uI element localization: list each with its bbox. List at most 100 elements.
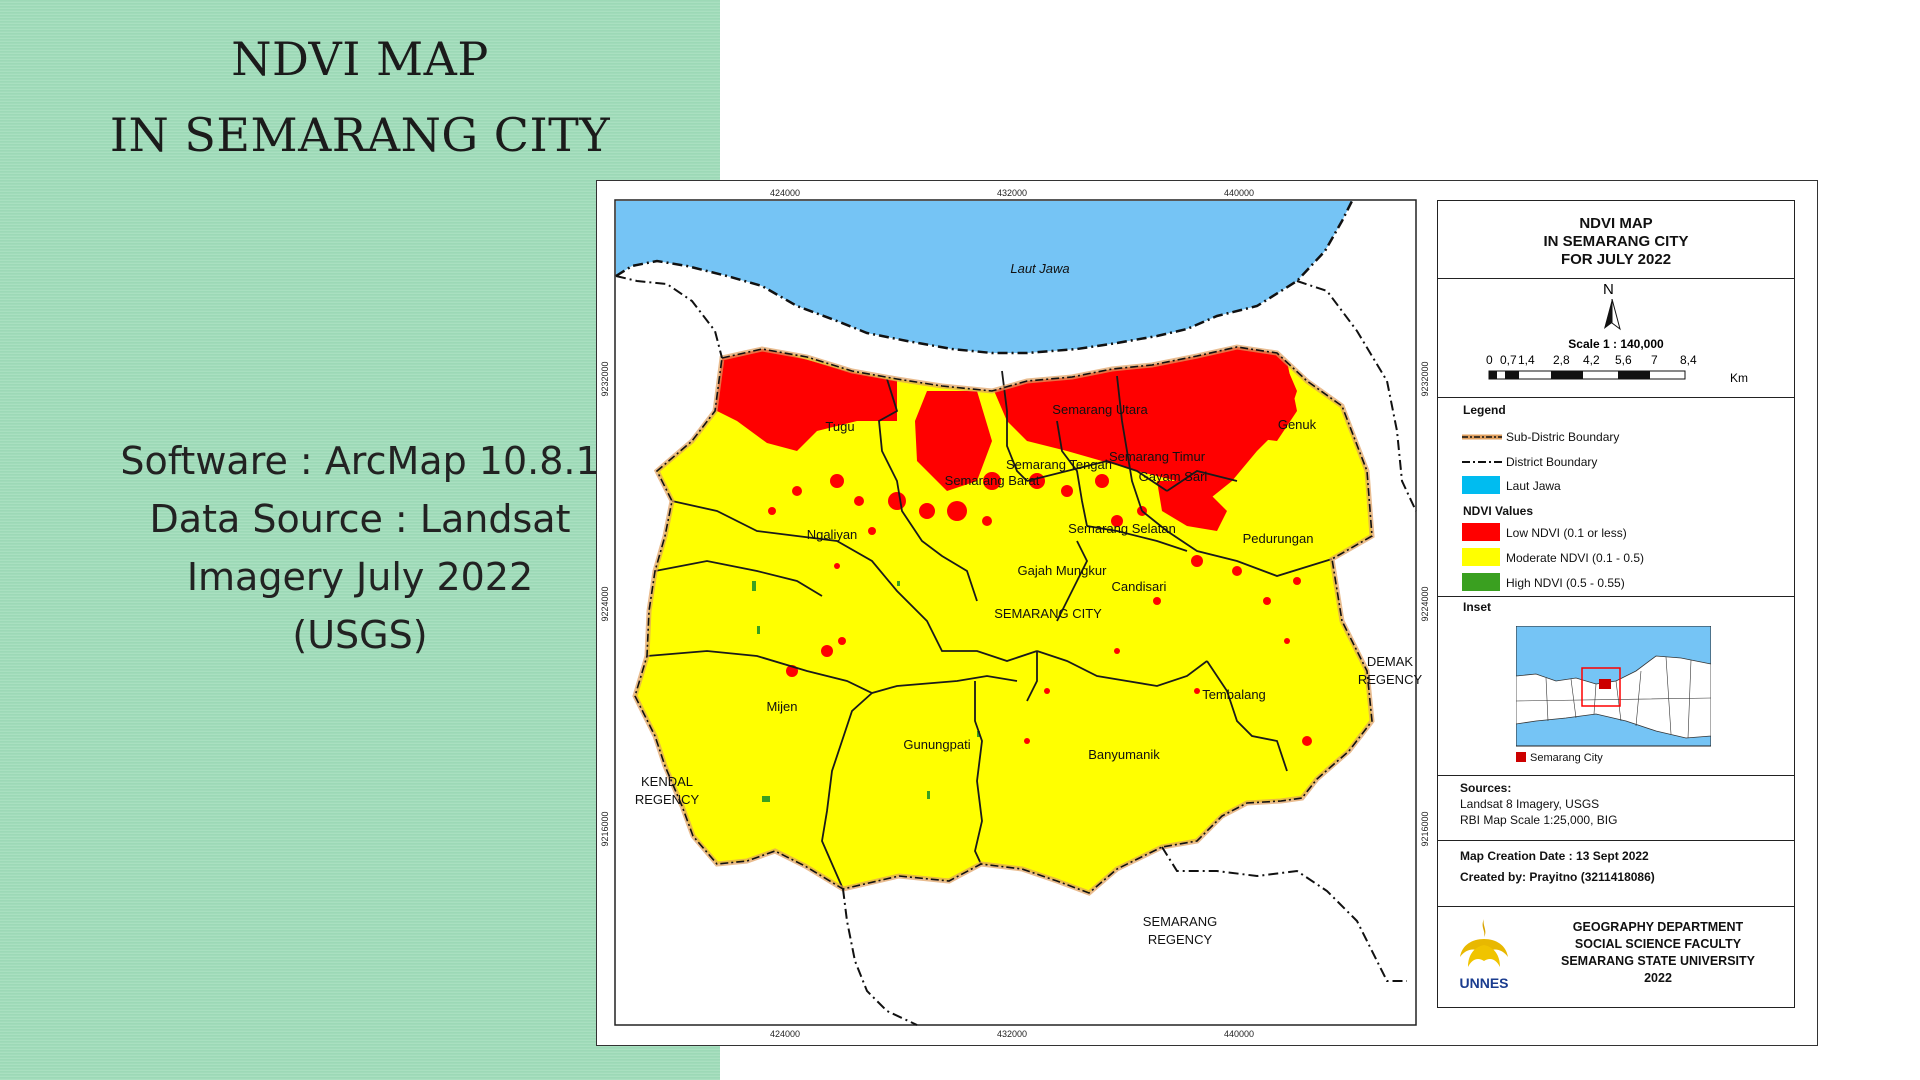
regency-label: DEMAK bbox=[1367, 654, 1414, 669]
sub-district-boundary-symbol bbox=[1462, 434, 1502, 440]
institution-box: UNNES GEOGRAPHY DEPARTMENT SOCIAL SCIENC… bbox=[1437, 906, 1795, 1008]
district-boundary-symbol bbox=[1462, 461, 1502, 463]
district-label: Pedurungan bbox=[1243, 531, 1314, 546]
scale-tick: 5,6 bbox=[1615, 353, 1632, 367]
district-boundaries bbox=[646, 370, 1333, 890]
panel-title-line2: IN SEMARANG CITY bbox=[1543, 233, 1689, 250]
bottom-tick: 432000 bbox=[997, 1029, 1027, 1039]
city-label: SEMARANG CITY bbox=[994, 606, 1102, 621]
creation-date: Map Creation Date : 13 Sept 2022 bbox=[1460, 849, 1649, 863]
institution-line: GEOGRAPHY DEPARTMENT bbox=[1572, 920, 1744, 934]
inset-box: Inset Semarang City bbox=[1437, 596, 1795, 776]
scale-label: Scale 1 : 140,000 bbox=[1568, 337, 1664, 351]
ndvi-title: NDVI Values bbox=[1463, 504, 1534, 518]
district-label: Tugu bbox=[825, 419, 854, 434]
district-label: Tembalang bbox=[1202, 687, 1266, 702]
district-label: Ngaliyan bbox=[807, 527, 858, 542]
legend-label: Sub-Distric Boundary bbox=[1506, 430, 1620, 444]
district-label: Candisari bbox=[1112, 579, 1167, 594]
district-label: Semarang Barat bbox=[945, 473, 1040, 488]
scale-tick: 7 bbox=[1651, 353, 1658, 367]
institution-line: 2022 bbox=[1644, 971, 1672, 985]
scale-tick: 0,7 bbox=[1500, 353, 1517, 367]
sources-box: Sources: Landsat 8 Imagery, USGS RBI Map… bbox=[1437, 775, 1795, 841]
north-arrow-icon bbox=[1604, 299, 1621, 331]
ndvi-swatch-high bbox=[1462, 573, 1500, 591]
scale-ticks: 0 0,7 1,4 2,8 4,2 5,6 7 8,4 bbox=[1438, 353, 1794, 367]
legend-box: Legend Sub-Distric Boundary District Bou… bbox=[1437, 397, 1795, 597]
left-ticks: 9232000 9224000 9216000 bbox=[600, 361, 610, 846]
legend-label: Laut Jawa bbox=[1506, 479, 1561, 493]
laut-jawa-swatch bbox=[1462, 476, 1500, 494]
regency-boundaries bbox=[615, 275, 1417, 1026]
north-label: N bbox=[1603, 281, 1614, 298]
usgs-line: (USGS) bbox=[292, 613, 428, 657]
bottom-tick: 424000 bbox=[770, 1029, 800, 1039]
scale-bar bbox=[1488, 370, 1686, 380]
data-source-line: Data Source : Landsat bbox=[149, 497, 571, 541]
ndvi-label: Low NDVI (0.1 or less) bbox=[1506, 526, 1627, 540]
top-tick: 440000 bbox=[1224, 188, 1254, 198]
high-ndvi-zones bbox=[752, 581, 980, 802]
ndvi-swatch-moderate bbox=[1462, 548, 1500, 566]
slide-title-line1: NDVI MAP bbox=[231, 32, 489, 86]
scale-tick: 2,8 bbox=[1553, 353, 1570, 367]
district-label: Mijen bbox=[766, 699, 797, 714]
ndvi-label: High NDVI (0.5 - 0.55) bbox=[1506, 576, 1625, 590]
created-by: Created by: Prayitno (3211418086) bbox=[1460, 870, 1655, 884]
district-label: Semarang Selatan bbox=[1068, 521, 1176, 536]
right-tick: 9232000 bbox=[1420, 361, 1430, 396]
regency-label: SEMARANG bbox=[1143, 914, 1217, 929]
legend-title: Legend bbox=[1463, 403, 1506, 417]
district-label: Semarang Timur bbox=[1109, 449, 1206, 464]
unnes-logo-text: UNNES bbox=[1459, 975, 1509, 991]
software-line: Software : ArcMap 10.8.1 bbox=[120, 439, 600, 483]
regency-label: REGENCY bbox=[635, 792, 700, 807]
district-label: Banyumanik bbox=[1088, 747, 1160, 762]
right-tick: 9224000 bbox=[1420, 586, 1430, 621]
creation-box: Map Creation Date : 13 Sept 2022 Created… bbox=[1437, 840, 1795, 907]
regency-label: REGENCY bbox=[1358, 672, 1423, 687]
regency-label: REGENCY bbox=[1148, 932, 1213, 947]
scale-tick: 8,4 bbox=[1680, 353, 1697, 367]
scale-box: N Scale 1 : 140,000 0 0,7 1,4 2,8 4,2 5,… bbox=[1437, 278, 1795, 398]
top-tick: 432000 bbox=[997, 188, 1027, 198]
district-label: Gajah Mungkur bbox=[1018, 563, 1108, 578]
district-label: Semarang Utara bbox=[1052, 402, 1148, 417]
source-line: Landsat 8 Imagery, USGS bbox=[1460, 797, 1600, 811]
bottom-ticks: 424000 432000 440000 bbox=[770, 1029, 1254, 1039]
map-layout: 424000 432000 440000 424000 432000 44000… bbox=[596, 180, 1818, 1046]
top-tick: 424000 bbox=[770, 188, 800, 198]
ndvi-swatch-low bbox=[1462, 523, 1500, 541]
right-ticks: 9232000 9224000 9216000 bbox=[1420, 361, 1430, 846]
district-label: Gunungpati bbox=[903, 737, 970, 752]
left-tick: 9224000 bbox=[600, 586, 610, 621]
district-label: Semarang Tengah bbox=[1006, 457, 1112, 472]
scale-tick: 0 bbox=[1486, 353, 1493, 367]
institution-line: SOCIAL SCIENCE FACULTY bbox=[1574, 937, 1742, 951]
sea-label: Laut Jawa bbox=[1010, 261, 1069, 276]
inset-title: Inset bbox=[1463, 600, 1492, 614]
inset-map: Semarang City bbox=[1516, 626, 1711, 764]
unnes-logo-icon bbox=[1460, 919, 1508, 967]
scale-tick: 4,2 bbox=[1583, 353, 1600, 367]
regency-label: KENDAL bbox=[641, 774, 693, 789]
city-outline bbox=[634, 346, 1373, 894]
institution-block: GEOGRAPHY DEPARTMENT SOCIAL SCIENCE FACU… bbox=[1528, 919, 1788, 987]
slide-title-line2: IN SEMARANG CITY bbox=[109, 108, 611, 162]
scale-tick: 1,4 bbox=[1518, 353, 1535, 367]
slide-info: Software : ArcMap 10.8.1 Data Source : L… bbox=[40, 432, 680, 664]
map-canvas: 424000 432000 440000 424000 432000 44000… bbox=[600, 188, 1430, 1039]
left-tick: 9216000 bbox=[600, 811, 610, 846]
coastline bbox=[615, 200, 1354, 355]
institution-line: SEMARANG STATE UNIVERSITY bbox=[1561, 954, 1755, 968]
top-ticks: 424000 432000 440000 bbox=[770, 188, 1254, 198]
source-line: RBI Map Scale 1:25,000, BIG bbox=[1460, 813, 1618, 827]
panel-title-box: NDVI MAP IN SEMARANG CITY FOR JULY 2022 bbox=[1437, 200, 1795, 279]
panel-title-line1: NDVI MAP bbox=[1579, 215, 1653, 232]
district-label: Genuk bbox=[1278, 417, 1317, 432]
low-ndvi-zones bbox=[687, 347, 1297, 531]
imagery-line: Imagery July 2022 bbox=[186, 555, 534, 599]
panel-title-line3: FOR JULY 2022 bbox=[1560, 251, 1672, 268]
right-tick: 9216000 bbox=[1420, 811, 1430, 846]
